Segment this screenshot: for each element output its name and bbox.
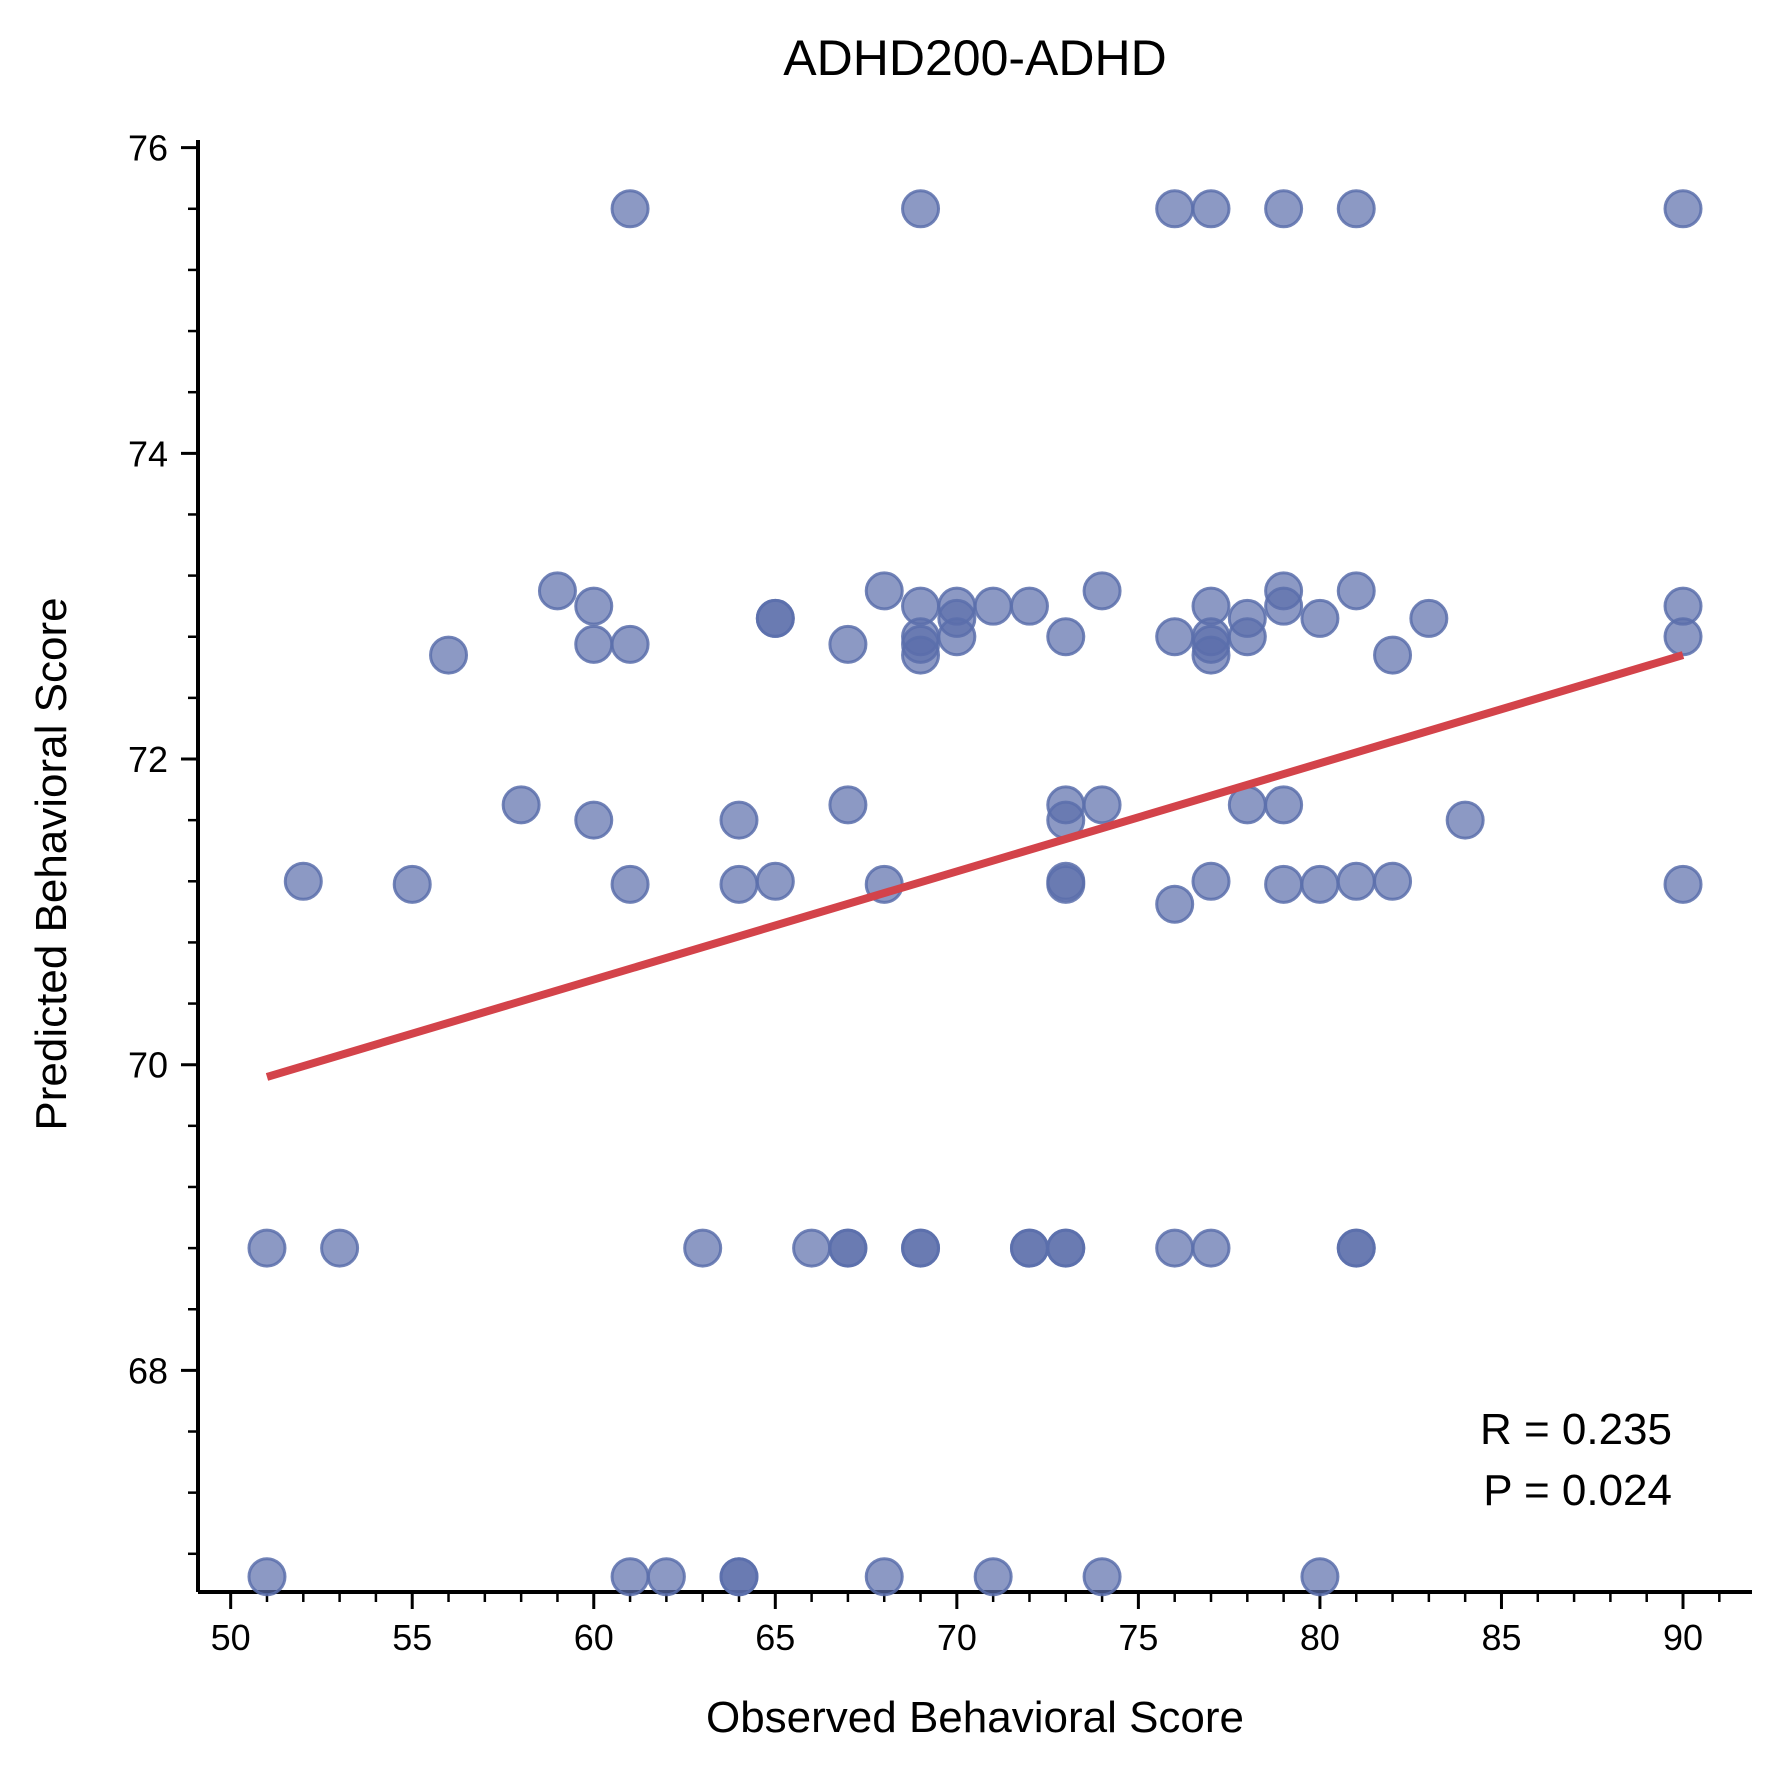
x-tick-label: 90 (1663, 1617, 1703, 1658)
data-point (429, 635, 469, 675)
regression-line-group (265, 651, 1685, 1081)
x-tick-label: 65 (755, 1617, 795, 1658)
data-point (828, 1228, 868, 1268)
data-points (247, 189, 1703, 1597)
y-tick-label: 74 (128, 433, 168, 474)
p-value-annotation: P = 0.024 (1483, 1466, 1672, 1515)
y-tick-label: 68 (128, 1350, 168, 1391)
data-point (1191, 861, 1231, 901)
data-point (683, 1228, 723, 1268)
data-point (247, 1228, 287, 1268)
data-point (901, 189, 941, 229)
data-point (973, 1557, 1013, 1597)
data-point (1155, 189, 1195, 229)
data-point (1191, 635, 1231, 675)
data-point (1264, 785, 1304, 825)
data-point (1264, 189, 1304, 229)
data-point (1082, 785, 1122, 825)
data-point (1264, 864, 1304, 904)
data-point (1300, 1557, 1340, 1597)
data-point (392, 864, 432, 904)
data-point (973, 586, 1013, 626)
y-axis-label: Predicted Behavioral Score (27, 597, 76, 1130)
data-point (864, 1557, 904, 1597)
data-point (828, 624, 868, 664)
data-point (1082, 1557, 1122, 1597)
data-point (1336, 1228, 1376, 1268)
y-tick-label: 72 (128, 739, 168, 780)
data-point (501, 785, 541, 825)
data-point (1046, 864, 1086, 904)
x-axis-label: Observed Behavioral Score (706, 1693, 1244, 1742)
data-point (1082, 571, 1122, 611)
data-point (901, 635, 941, 675)
data-point (1336, 189, 1376, 229)
correlation-annotation: R = 0.235 (1480, 1405, 1672, 1454)
data-point (1009, 1228, 1049, 1268)
data-point (574, 624, 614, 664)
data-point (646, 1557, 686, 1597)
x-tick-label: 70 (937, 1617, 977, 1658)
data-point (864, 571, 904, 611)
data-point (1409, 598, 1449, 638)
chart-title: ADHD200-ADHD (783, 30, 1166, 86)
data-point (1155, 884, 1195, 924)
x-tick-label: 85 (1481, 1617, 1521, 1658)
x-tick-label: 60 (574, 1617, 614, 1658)
data-point (1155, 1228, 1195, 1268)
data-point (283, 861, 323, 901)
data-point (1191, 1228, 1231, 1268)
data-point (1336, 861, 1376, 901)
regression-line (265, 651, 1685, 1081)
data-point (755, 598, 795, 638)
x-tick-label: 80 (1300, 1617, 1340, 1658)
y-tick-label: 70 (128, 1045, 168, 1086)
data-point (792, 1228, 832, 1268)
data-point (247, 1557, 287, 1597)
data-point (1663, 189, 1703, 229)
data-point (1155, 617, 1195, 657)
data-point (1445, 800, 1485, 840)
axes: 50 55 60 65 70 75 80 85 90 68 70 72 74 76 (128, 128, 1752, 1658)
data-point (1300, 864, 1340, 904)
data-point (901, 1228, 941, 1268)
data-point (1009, 586, 1049, 626)
data-point (1264, 586, 1304, 626)
data-point (1663, 617, 1703, 657)
data-point (1300, 598, 1340, 638)
data-point (610, 189, 650, 229)
data-point (719, 1557, 759, 1597)
data-point (719, 800, 759, 840)
data-point (1046, 617, 1086, 657)
data-point (1046, 1228, 1086, 1268)
data-point (1227, 617, 1267, 657)
data-point (828, 785, 868, 825)
data-point (937, 617, 977, 657)
data-point (574, 800, 614, 840)
data-point (1336, 571, 1376, 611)
data-point (610, 624, 650, 664)
data-point (610, 1557, 650, 1597)
data-point (1191, 189, 1231, 229)
data-point (537, 571, 577, 611)
data-point (1663, 864, 1703, 904)
data-point (755, 861, 795, 901)
data-point (719, 864, 759, 904)
data-point (320, 1228, 360, 1268)
data-point (610, 864, 650, 904)
data-point (1373, 635, 1413, 675)
x-tick-label: 55 (392, 1617, 432, 1658)
data-point (1373, 861, 1413, 901)
y-tick-label: 76 (128, 128, 168, 169)
x-tick-label: 75 (1118, 1617, 1158, 1658)
x-tick-label: 50 (211, 1617, 251, 1658)
data-point (574, 586, 614, 626)
